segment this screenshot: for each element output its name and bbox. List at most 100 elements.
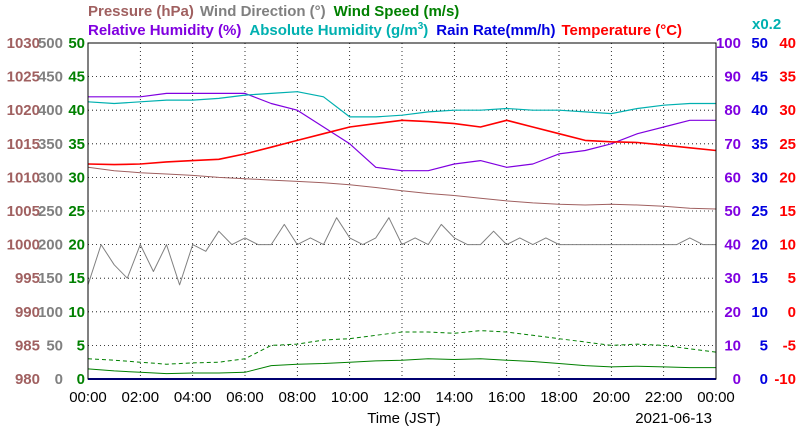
y-tick-temperature: 35 xyxy=(779,69,796,86)
x-axis-label: Time (JST) xyxy=(367,410,441,427)
y-tick-wind-speed: 25 xyxy=(68,203,85,220)
series-temperature xyxy=(87,119,717,166)
y-tick-rain-rate: 35 xyxy=(751,136,768,153)
y-tick-pressure: 1025 xyxy=(7,69,40,86)
series-relative-humidity xyxy=(88,92,716,172)
series-wind-speed-gust xyxy=(87,330,717,365)
y-tick-relative-humidity: 70 xyxy=(724,136,741,153)
x-tick-label: 00:00 xyxy=(69,389,107,406)
x-tick-label: 22:00 xyxy=(645,389,683,406)
y-tick-temperature: 10 xyxy=(779,237,796,254)
y-tick-pressure: 985 xyxy=(15,337,40,354)
legend-row-2: Relative Humidity (%) Absolute Humidity (… xyxy=(88,21,682,39)
plot-frame xyxy=(87,42,717,380)
y-tick-rain-rate: 40 xyxy=(751,102,768,119)
legend-temperature-unit: (°C) xyxy=(655,22,682,39)
x-tick-label: 08:00 xyxy=(279,389,317,406)
x-tick-label: 16:00 xyxy=(488,389,526,406)
y-tick-wind-speed: 30 xyxy=(68,169,85,186)
y-tick-wind-direction: 200 xyxy=(38,237,63,254)
y-tick-wind-direction: 100 xyxy=(38,304,63,321)
y-tick-rain-rate: 0 xyxy=(760,371,768,388)
y-tick-pressure: 1000 xyxy=(7,237,40,254)
y-tick-relative-humidity: 10 xyxy=(724,337,741,354)
legend-absolute-humidity-sup: 3 xyxy=(418,21,424,32)
y-tick-rain-rate: 45 xyxy=(751,69,768,86)
chart-date: 2021-06-13 xyxy=(635,410,712,427)
y-tick-wind-speed: 5 xyxy=(77,337,85,354)
series-wind-direction xyxy=(87,217,716,286)
y-tick-pressure: 1005 xyxy=(7,203,40,220)
y-tick-pressure: 1015 xyxy=(7,136,40,153)
legend-absolute-humidity: Absolute Humidity (g/m xyxy=(249,22,417,39)
y-tick-pressure: 1010 xyxy=(7,169,40,186)
y-tick-relative-humidity: 40 xyxy=(724,237,741,254)
y-tick-temperature: -5 xyxy=(783,337,796,354)
y-tick-rain-rate: 30 xyxy=(751,169,768,186)
y-tick-wind-speed: 10 xyxy=(68,304,85,321)
y-tick-wind-direction: 300 xyxy=(38,169,63,186)
y-tick-wind-speed: 15 xyxy=(68,270,85,287)
y-tick-relative-humidity: 0 xyxy=(733,371,741,388)
legend-relative-humidity: Relative Humidity (%) xyxy=(88,22,241,39)
y-tick-wind-direction: 400 xyxy=(38,102,63,119)
legend-abs-scale-note: x0.2 xyxy=(752,16,781,33)
y-tick-pressure: 980 xyxy=(15,371,40,388)
x-tick-label: 04:00 xyxy=(174,389,212,406)
y-tick-wind-direction: 450 xyxy=(38,69,63,86)
y-tick-wind-direction: 50 xyxy=(46,337,63,354)
y-tick-wind-direction: 150 xyxy=(38,270,63,287)
plot-area xyxy=(87,43,717,380)
y-tick-rain-rate: 50 xyxy=(751,35,768,52)
y-tick-pressure: 1030 xyxy=(7,35,40,52)
series-pressure xyxy=(87,166,717,210)
y-tick-wind-speed: 0 xyxy=(77,371,85,388)
series-wind-speed-avg xyxy=(87,358,716,375)
legend-temperature: Temperature xyxy=(561,22,651,39)
axes: 00:00 02:00 04:00 06:00 08:00 10:00 12:00 14:00… xyxy=(7,35,796,406)
x-tick-label: 10:00 xyxy=(331,389,369,406)
y-tick-wind-speed: 45 xyxy=(68,69,85,86)
x-tick-label: 12:00 xyxy=(383,389,421,406)
legend-absolute-humidity-close: ) xyxy=(423,22,428,39)
y-tick-temperature: 40 xyxy=(779,35,796,52)
legend-wind-direction-unit: (°) xyxy=(310,3,326,20)
y-tick-relative-humidity: 80 xyxy=(724,102,741,119)
y-tick-relative-humidity: 60 xyxy=(724,169,741,186)
legend-wind-direction: Wind Direction xyxy=(200,3,306,20)
y-tick-wind-direction: 500 xyxy=(38,35,63,52)
y-tick-pressure: 1020 xyxy=(7,102,40,119)
y-tick-temperature: 30 xyxy=(779,102,796,119)
x-tick-label: 14:00 xyxy=(436,389,474,406)
y-tick-temperature: 0 xyxy=(788,304,796,321)
legend-rain-rate: Rain Rate(mm/h) xyxy=(436,22,555,39)
x-tick-label: 18:00 xyxy=(540,389,578,406)
y-tick-wind-direction: 250 xyxy=(38,203,63,220)
y-tick-relative-humidity: 30 xyxy=(724,270,741,287)
y-tick-relative-humidity: 90 xyxy=(724,69,741,86)
y-tick-relative-humidity: 100 xyxy=(716,35,741,52)
y-tick-wind-speed: 20 xyxy=(68,237,85,254)
x-tick-label: 02:00 xyxy=(122,389,160,406)
y-tick-temperature: 5 xyxy=(788,270,796,287)
y-tick-rain-rate: 20 xyxy=(751,237,768,254)
y-tick-pressure: 995 xyxy=(15,270,40,287)
y-tick-wind-speed: 50 xyxy=(68,35,85,52)
y-tick-wind-speed: 35 xyxy=(68,136,85,153)
y-tick-rain-rate: 10 xyxy=(751,304,768,321)
legend-row-1: Pressure (hPa) Wind Direction (°) Wind Spee… xyxy=(88,3,459,20)
x-tick-label: 06:00 xyxy=(226,389,264,406)
legend-wind-speed: Wind Speed (m/s) xyxy=(334,3,460,20)
y-tick-rain-rate: 5 xyxy=(760,337,768,354)
y-tick-rain-rate: 25 xyxy=(751,203,768,220)
y-tick-relative-humidity: 20 xyxy=(724,304,741,321)
series-absolute-humidity xyxy=(87,91,716,118)
x-tick-label: 00:00 xyxy=(697,389,735,406)
y-tick-pressure: 990 xyxy=(15,304,40,321)
y-tick-temperature: 15 xyxy=(779,203,796,220)
x-tick-label: 20:00 xyxy=(593,389,631,406)
y-tick-wind-speed: 40 xyxy=(68,102,85,119)
y-tick-wind-direction: 0 xyxy=(55,371,63,388)
y-tick-rain-rate: 15 xyxy=(751,270,768,287)
